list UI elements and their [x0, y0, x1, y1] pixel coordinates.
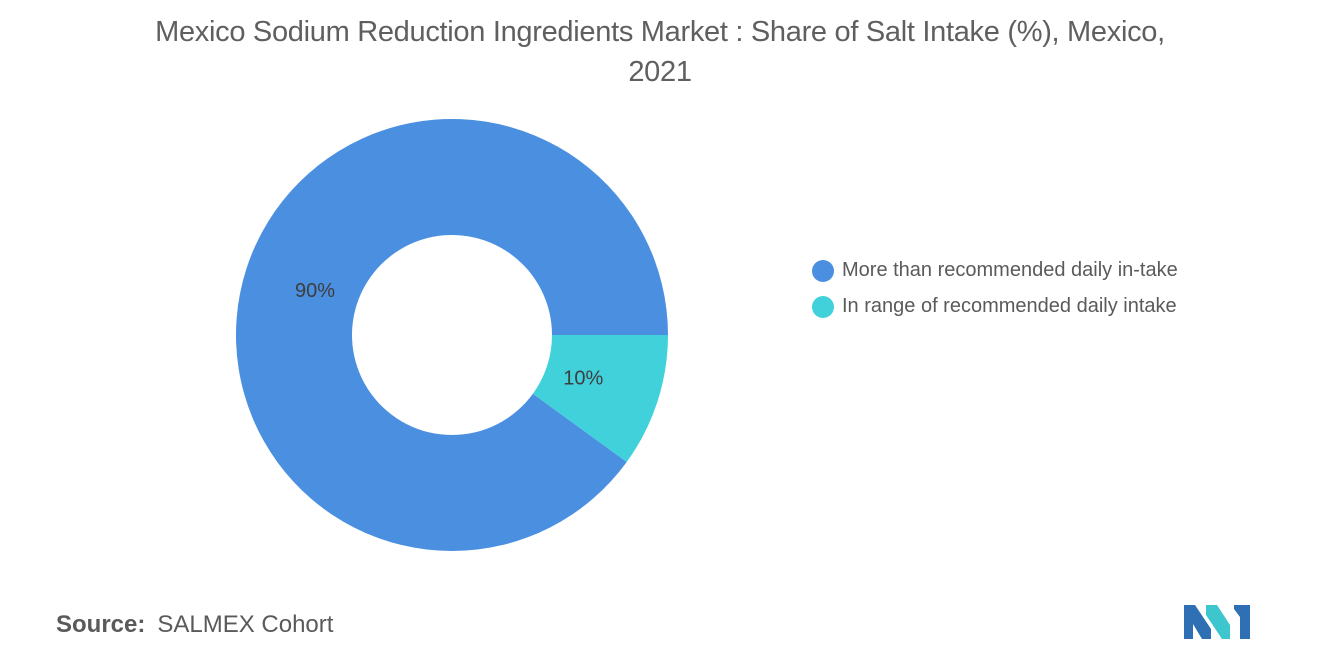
- slice-more-than-recommended[interactable]: [236, 118, 668, 551]
- legend-swatch-more-than-recommended: [812, 260, 834, 282]
- logo-right-shape: [1234, 605, 1250, 639]
- legend-label-more-than-recommended: More than recommended daily in-take: [842, 259, 1178, 281]
- legend-item-in-range[interactable]: In range of recommended daily intake: [812, 292, 1212, 320]
- data-label-more-than-recommended: 90%: [295, 280, 335, 302]
- data-label-in-range: 10%: [563, 368, 603, 390]
- chart-title: Mexico Sodium Reduction Ingredients Mark…: [155, 16, 1165, 88]
- legend-item-more-than-recommended[interactable]: More than recommended daily in-take: [812, 256, 1212, 284]
- logo-left-shape: [1184, 605, 1211, 639]
- chart-legend: More than recommended daily in-take In r…: [812, 256, 1212, 328]
- source-note: Source: SALMEX Cohort: [56, 611, 333, 639]
- source-prefix: Source:: [56, 611, 146, 638]
- logo-middle-shape: [1206, 605, 1230, 639]
- legend-label-in-range: In range of recommended daily intake: [842, 295, 1177, 317]
- legend-swatch-in-range: [812, 296, 834, 318]
- source-text: SALMEX Cohort: [157, 611, 334, 638]
- mordor-intelligence-logo-icon: [1184, 605, 1250, 639]
- slice-in-range[interactable]: [532, 335, 668, 462]
